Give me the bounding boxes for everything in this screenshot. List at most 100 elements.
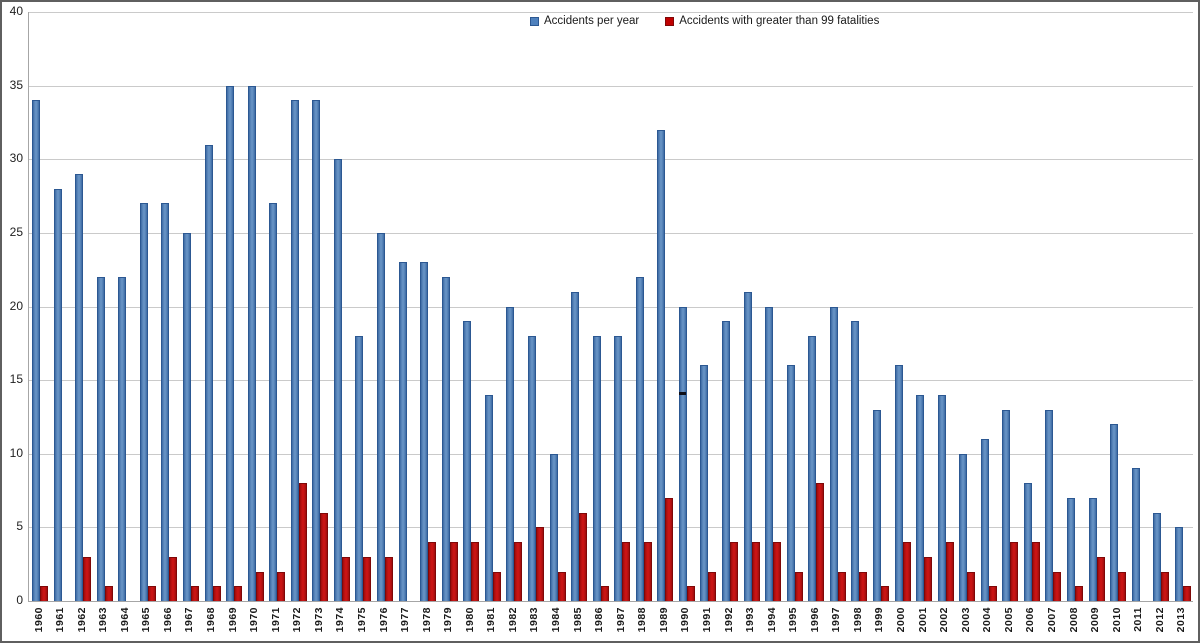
x-label-cell: 1991 bbox=[696, 604, 718, 641]
x-tick-label: 2008 bbox=[1067, 607, 1080, 633]
bar-fatal-accidents bbox=[1010, 542, 1019, 601]
bar-fatal-accidents bbox=[643, 542, 652, 601]
bar-accidents-per-year bbox=[808, 335, 817, 601]
x-label-cell: 2013 bbox=[1171, 604, 1193, 641]
x-tick-label: 1990 bbox=[679, 607, 692, 633]
bar-fatal-accidents bbox=[988, 586, 997, 601]
year-group bbox=[999, 12, 1021, 601]
x-label-cell: 1981 bbox=[481, 604, 503, 641]
bar-fatal-accidents bbox=[1053, 571, 1062, 601]
year-group bbox=[1129, 12, 1151, 601]
gridline bbox=[29, 232, 1193, 234]
x-label-cell: 2011 bbox=[1128, 604, 1150, 641]
x-label-cell: 2001 bbox=[912, 604, 934, 641]
x-tick-label: 1965 bbox=[140, 607, 153, 633]
year-group bbox=[460, 12, 482, 601]
gridline bbox=[29, 453, 1193, 455]
x-tick-label: 1983 bbox=[528, 607, 541, 633]
bar-fatal-accidents bbox=[600, 586, 609, 601]
x-tick-label: 2012 bbox=[1153, 607, 1166, 633]
bar-fatal-accidents bbox=[880, 586, 889, 601]
year-group bbox=[805, 12, 827, 601]
legend-swatch-blue-icon bbox=[530, 16, 539, 26]
bar-fatal-accidents bbox=[341, 556, 350, 601]
bar-accidents-per-year bbox=[441, 277, 450, 601]
year-group bbox=[719, 12, 741, 601]
bar-fatal-accidents bbox=[471, 542, 480, 601]
bar-accidents-per-year bbox=[463, 321, 472, 601]
bar-accidents-per-year bbox=[204, 144, 213, 601]
x-label-cell: 2003 bbox=[955, 604, 977, 641]
year-group bbox=[29, 12, 51, 601]
bar-accidents-per-year bbox=[980, 439, 989, 601]
x-tick-label: 1999 bbox=[873, 607, 886, 633]
year-group bbox=[547, 12, 569, 601]
bar-fatal-accidents bbox=[557, 571, 566, 601]
year-group bbox=[654, 12, 676, 601]
year-group bbox=[115, 12, 137, 601]
bar-accidents-per-year bbox=[1067, 497, 1075, 601]
x-tick-label: 1968 bbox=[205, 607, 218, 633]
bar-accidents-per-year bbox=[247, 85, 256, 601]
bar-accidents-per-year bbox=[161, 203, 170, 601]
x-label-cell: 1970 bbox=[244, 604, 266, 641]
x-tick-label: 1988 bbox=[636, 607, 649, 633]
bar-accidents-per-year bbox=[96, 277, 105, 601]
x-tick-label: 1960 bbox=[32, 607, 45, 633]
year-group bbox=[935, 12, 957, 601]
bar-fatal-accidents bbox=[1075, 586, 1083, 601]
x-label-cell: 2008 bbox=[1063, 604, 1085, 641]
bar-accidents-per-year bbox=[657, 129, 666, 601]
x-label-cell: 1987 bbox=[610, 604, 632, 641]
year-group bbox=[1150, 12, 1172, 601]
plot-area bbox=[28, 12, 1193, 602]
year-group bbox=[1086, 12, 1108, 601]
bar-accidents-per-year bbox=[916, 394, 925, 601]
x-tick-label: 1978 bbox=[420, 607, 433, 633]
y-tick-label: 5 bbox=[16, 519, 23, 534]
bar-accidents-per-year bbox=[226, 85, 235, 601]
bar-fatal-accidents bbox=[255, 571, 264, 601]
x-label-cell: 1979 bbox=[438, 604, 460, 641]
y-tick-label: 35 bbox=[9, 77, 23, 92]
x-tick-label: 1969 bbox=[226, 607, 239, 633]
x-tick-label: 2013 bbox=[1175, 607, 1188, 633]
x-tick-label: 1979 bbox=[442, 607, 455, 633]
year-group bbox=[331, 12, 353, 601]
x-label-cell: 2010 bbox=[1106, 604, 1128, 641]
bar-fatal-accidents bbox=[363, 556, 372, 601]
x-tick-label: 1961 bbox=[54, 607, 67, 633]
bar-accidents-per-year bbox=[829, 306, 838, 601]
legend-label: Accidents per year bbox=[544, 15, 640, 27]
x-tick-label: 1977 bbox=[399, 607, 412, 633]
legend-entry-accidents: Accidents per year bbox=[530, 15, 639, 27]
bar-fatal-accidents bbox=[945, 542, 954, 601]
year-group bbox=[439, 12, 461, 601]
x-label-cell: 1984 bbox=[546, 604, 568, 641]
x-label-cell: 1983 bbox=[524, 604, 546, 641]
bar-fatal-accidents bbox=[1031, 542, 1040, 601]
x-tick-label: 2002 bbox=[938, 607, 951, 633]
bar-accidents-per-year bbox=[139, 203, 148, 601]
y-tick-label: 15 bbox=[9, 372, 23, 387]
bars-layer bbox=[29, 12, 1193, 601]
year-group bbox=[266, 12, 288, 601]
x-label-cell: 1964 bbox=[114, 604, 136, 641]
bar-accidents-per-year bbox=[53, 188, 62, 601]
year-group bbox=[611, 12, 633, 601]
chart-legend: Accidents per year Accidents with greate… bbox=[530, 13, 879, 29]
x-tick-label: 2007 bbox=[1045, 607, 1058, 633]
bar-fatal-accidents bbox=[837, 571, 846, 601]
x-label-cell: 1960 bbox=[28, 604, 50, 641]
x-tick-label: 1985 bbox=[571, 607, 584, 633]
bar-fatal-accidents bbox=[514, 542, 523, 601]
x-label-cell: 1986 bbox=[589, 604, 611, 641]
year-group bbox=[762, 12, 784, 601]
year-group bbox=[676, 12, 698, 601]
x-tick-label: 1971 bbox=[269, 607, 282, 633]
bar-fatal-accidents bbox=[579, 512, 588, 601]
bar-accidents-per-year bbox=[743, 291, 752, 601]
x-tick-label: 1998 bbox=[851, 607, 864, 633]
bar-accidents-per-year bbox=[290, 100, 299, 601]
bar-accidents-per-year bbox=[1153, 512, 1162, 601]
